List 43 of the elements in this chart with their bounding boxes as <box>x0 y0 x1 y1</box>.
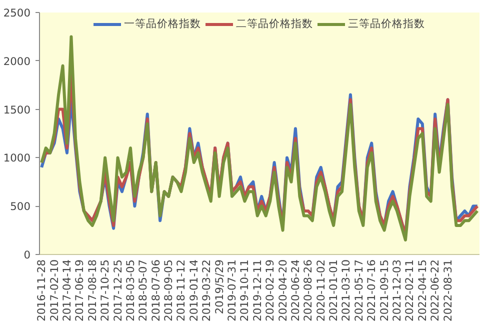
x-tick-label: 2019-03-22 <box>200 259 214 322</box>
x-tick-label: 2022-06-22 <box>428 259 442 322</box>
x-tick-label: 2019-10-11 <box>238 259 252 322</box>
x-tick-label: 2017-06-19 <box>73 259 86 322</box>
x-tick-label: 2021-01-01 <box>327 259 340 322</box>
x-tick-label: 2019-12-11 <box>250 259 264 322</box>
x-tick-label: 2021-09-15 <box>378 259 391 322</box>
y-tick-label: 500 <box>10 200 31 214</box>
x-tick-label: 2021-12-03 <box>390 259 404 322</box>
x-tick-label: 2019-07-31 <box>226 259 238 322</box>
x-tick-label: 2017-12-25 <box>111 259 124 322</box>
legend-label: 一等品价格指数 <box>124 17 201 31</box>
x-tick-label: 2019/5/29 <box>212 259 226 314</box>
x-tick-label: 2016-11-28 <box>35 259 48 322</box>
x-tick-label: 2020-11-02 <box>314 259 328 322</box>
legend-label: 三等品价格指数 <box>348 17 425 31</box>
x-tick-label: 2021-07-16 <box>365 259 378 322</box>
x-tick-label: 2020-08-26 <box>302 259 315 322</box>
y-tick-label: 1000 <box>3 152 31 165</box>
x-tick-label: 2017-02-10 <box>48 259 61 322</box>
y-tick-label: 1500 <box>3 103 31 116</box>
x-tick-label: 2022-08-31 <box>441 259 454 322</box>
x-tick-label: 2018-09-05 <box>162 259 176 322</box>
x-tick-label: 2018-11-12 <box>174 259 188 322</box>
x-tick-label: 2020-02-19 <box>264 259 277 322</box>
y-tick-label: 2500 <box>3 6 31 20</box>
x-tick-label: 2022-04-15 <box>416 259 429 322</box>
x-tick-label: 2021-03-10 <box>340 259 353 322</box>
legend-label: 二等品价格指数 <box>236 17 313 31</box>
y-tick-label: 2000 <box>3 54 31 68</box>
x-tick-label: 2019-01-14 <box>187 259 200 322</box>
x-tick-label: 2020-04-20 <box>276 259 290 322</box>
x-tick-label: 2018-05-07 <box>136 259 150 322</box>
x-tick-label: 2017-10-25 <box>98 259 112 322</box>
x-tick-label: 2017-08-18 <box>86 259 99 322</box>
x-tick-label: 2021-05-17 <box>352 259 366 322</box>
x-tick-label: 2017-04-14 <box>60 259 74 322</box>
x-tick-label: 2020-06-24 <box>288 259 302 322</box>
x-tick-label: 2018-07-06 <box>149 259 162 322</box>
x-tick-label: 2018-03-05 <box>124 259 137 322</box>
x-tick-label: 2022-02-11 <box>403 259 416 322</box>
line-series <box>40 35 479 242</box>
y-tick-label: 0 <box>24 248 31 262</box>
